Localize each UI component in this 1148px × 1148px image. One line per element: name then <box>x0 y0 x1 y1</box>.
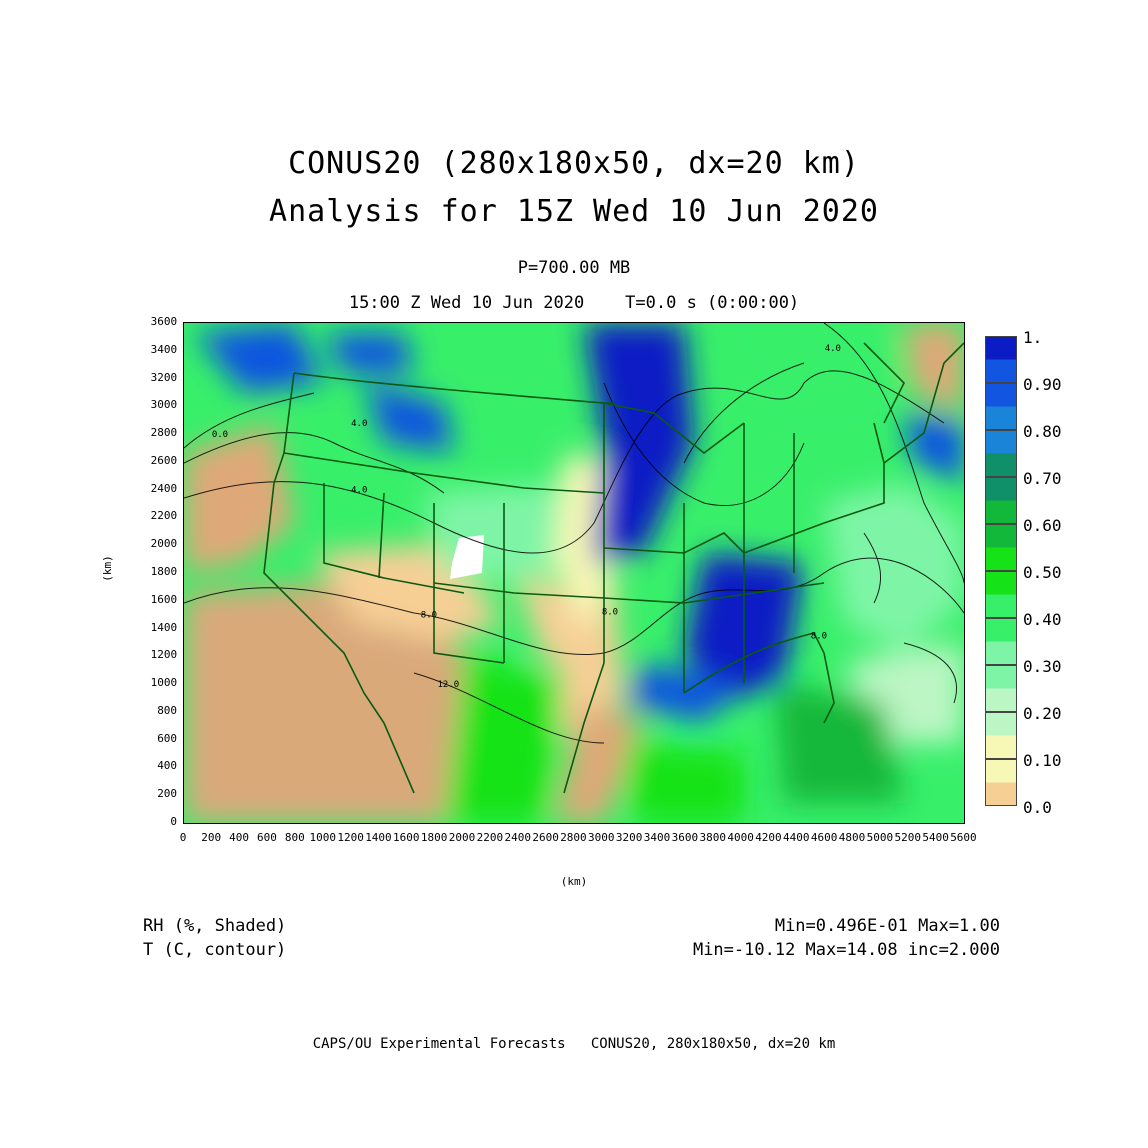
contour-variable-label: T (C, contour) <box>143 940 287 960</box>
contour-label: 4.0 <box>351 419 367 429</box>
y-tick-label: 200 <box>157 787 178 801</box>
y-tick-label: 1200 <box>150 648 178 662</box>
y-tick-label: 2400 <box>150 481 178 495</box>
x-tick-label: 1800 <box>420 831 448 844</box>
legend-color-box <box>985 383 1017 430</box>
y-tick-label: 3400 <box>150 342 178 356</box>
x-tick-label: 3200 <box>615 831 643 844</box>
map-canvas: 0.0 4.0 4.0 4.0 8.0 8.0 8.0 12.0 <box>184 323 964 823</box>
chart-title-line1: CONUS20 (280x180x50, dx=20 km) <box>288 146 860 181</box>
legend-label: 0.40 <box>1023 610 1062 629</box>
x-tick-label: 5200 <box>894 831 921 844</box>
x-tick-label: 5600 <box>950 831 977 844</box>
y-tick-label: 3600 <box>150 315 178 328</box>
shaded-variable-label: RH (%, Shaded) <box>143 916 287 936</box>
chart-title-line2: Analysis for 15Z Wed 10 Jun 2020 <box>269 194 879 229</box>
y-tick-label: 1600 <box>150 592 178 606</box>
footer-credit: CAPS/OU Experimental Forecasts CONUS20, … <box>312 1036 836 1052</box>
x-tick-label: 4600 <box>810 831 838 844</box>
x-tick-label: 1400 <box>365 831 392 844</box>
x-tick-label: 3000 <box>588 831 615 844</box>
contour-label: 8.0 <box>602 608 618 618</box>
shaded-stats: Min=0.496E-01 Max=1.00 <box>774 916 1000 936</box>
contour-label: 12.0 <box>438 680 460 690</box>
x-tick-label: 2600 <box>532 831 559 844</box>
legend-label: 0.30 <box>1023 657 1062 676</box>
y-tick-label: 1000 <box>150 676 178 690</box>
x-tick-label: 3600 <box>671 831 699 844</box>
legend-color-box <box>985 759 1017 806</box>
legend-label: 0.20 <box>1023 704 1062 723</box>
x-tick-label: 600 <box>256 831 277 844</box>
legend-label: 0.10 <box>1023 751 1062 770</box>
x-tick-label: 1200 <box>337 831 364 844</box>
x-tick-label: 4800 <box>838 831 866 844</box>
legend-color-box <box>985 571 1017 618</box>
y-tick-label: 3000 <box>150 398 178 412</box>
valid-time: 15:00 Z Wed 10 Jun 2020 T=0.0 s (0:00:00… <box>348 293 800 313</box>
legend-color-box <box>985 524 1017 571</box>
x-tick-label: 1000 <box>309 831 336 844</box>
legend-color-box <box>985 665 1017 712</box>
x-tick-label: 4400 <box>783 831 810 844</box>
legend-label: 0.70 <box>1023 469 1062 488</box>
state-boundaries <box>263 342 964 794</box>
y-tick-label: 800 <box>157 703 178 717</box>
x-tick-label: 3400 <box>643 831 671 844</box>
legend-color-box <box>985 618 1017 665</box>
x-tick-label: 3800 <box>699 831 726 844</box>
x-tick-label: 5000 <box>866 831 894 844</box>
legend-color-box <box>985 477 1017 524</box>
x-axis-label: (km) <box>560 875 588 888</box>
y-tick-label: 2600 <box>150 453 178 467</box>
contour-label: 4.0 <box>351 485 367 495</box>
y-tick-label: 0 <box>170 815 178 828</box>
y-tick-label: 400 <box>157 759 178 773</box>
contour-label: 4.0 <box>825 344 841 354</box>
y-tick-label: 600 <box>157 731 178 745</box>
x-tick-label: 800 <box>284 831 305 844</box>
x-tick-label: 1600 <box>393 831 420 844</box>
x-tick-label: 5400 <box>922 831 949 844</box>
rh-shading <box>184 323 964 823</box>
y-tick-label: 3200 <box>150 370 178 384</box>
x-tick-label: 200 <box>201 831 222 844</box>
x-tick-label: 2800 <box>560 831 587 844</box>
y-tick-label: 2000 <box>150 537 178 551</box>
legend-label: 1. <box>1023 328 1043 347</box>
y-axis-label: (km) <box>100 555 114 582</box>
legend-label: 0.80 <box>1023 422 1062 441</box>
y-tick-label: 1400 <box>150 620 178 634</box>
legend-label: 0.50 <box>1023 563 1062 582</box>
legend-label: 0.90 <box>1023 375 1062 394</box>
y-tick-label: 2800 <box>150 426 178 440</box>
x-tick-label: 4000 <box>727 831 754 844</box>
y-tick-label: 2200 <box>150 509 178 523</box>
legend-label: 0.0 <box>1023 798 1052 817</box>
legend-color-box <box>985 712 1017 759</box>
rh-temperature-map: 0.0 4.0 4.0 4.0 8.0 8.0 8.0 12.0 <box>183 322 965 824</box>
x-tick-label: 2400 <box>504 831 531 844</box>
contour-labels: 0.0 4.0 4.0 4.0 8.0 8.0 8.0 12.0 <box>212 344 841 690</box>
contour-label: 8.0 <box>421 610 437 620</box>
pressure-level: P=700.00 MB <box>517 258 631 278</box>
contour-label: 0.0 <box>212 430 228 440</box>
legend-color-box <box>985 336 1017 383</box>
contour-label: 8.0 <box>811 631 827 641</box>
missing-data-patch <box>450 535 484 579</box>
x-tick-label: 2000 <box>448 831 476 844</box>
x-tick-label: 400 <box>229 831 249 844</box>
contour-stats: Min=-10.12 Max=14.08 inc=2.000 <box>692 940 1000 960</box>
x-tick-label: 4200 <box>755 831 782 844</box>
y-tick-label: 1800 <box>150 565 178 578</box>
legend-label: 0.60 <box>1023 516 1062 535</box>
x-tick-label: 2200 <box>476 831 504 844</box>
legend-color-box <box>985 430 1017 477</box>
x-tick-label: 0 <box>179 831 187 844</box>
